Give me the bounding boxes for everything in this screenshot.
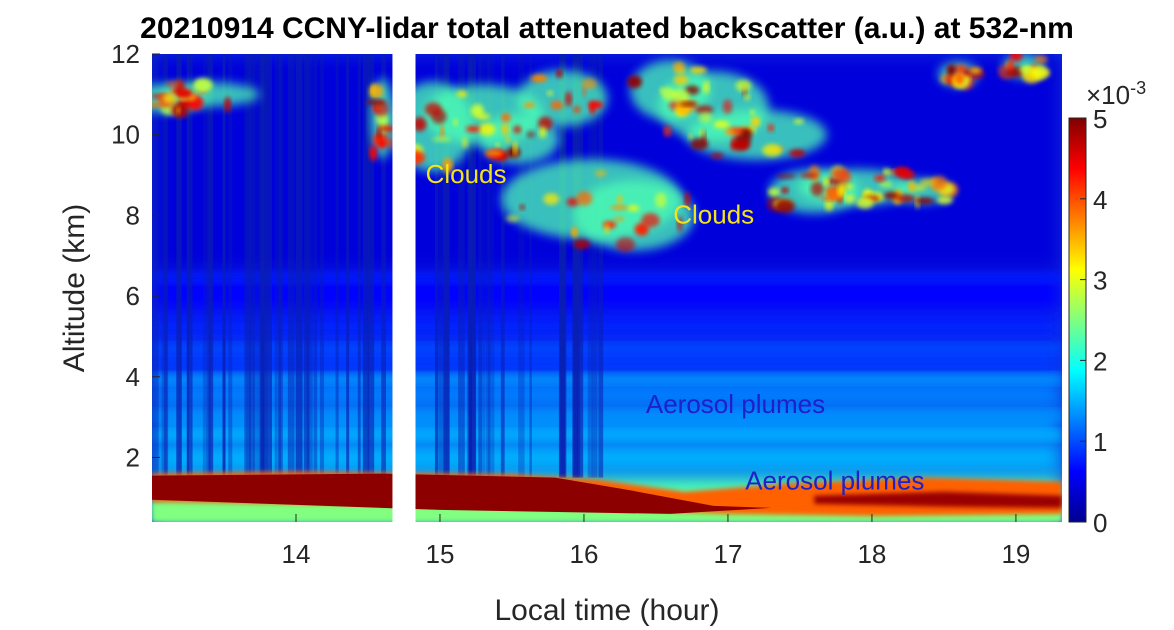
- colorbar-gradient: [1068, 117, 1087, 523]
- y-tick-label: 6: [126, 281, 140, 311]
- x-tick-label: 18: [857, 539, 886, 569]
- annotation-label: Aerosol plumes: [646, 389, 825, 419]
- y-axis-label: Altitude (km): [58, 204, 91, 372]
- annotation-label: Clouds: [426, 159, 507, 189]
- x-axis: 14 15 16 17 18 19: [282, 514, 1030, 569]
- colorbar: 0 1 2 3 4 5 ×10-3: [1068, 78, 1146, 538]
- y-axis: 2 4 6 8 10 12: [111, 39, 160, 472]
- annotations: Clouds Clouds Aerosol plumes Aerosol plumes: [426, 159, 925, 496]
- x-tick-label: 15: [426, 539, 455, 569]
- x-tick-label: 14: [282, 539, 311, 569]
- colorbar-exponent: ×10-3: [1086, 78, 1146, 110]
- colorbar-tick-label: 1: [1093, 427, 1107, 457]
- x-tick-label: 19: [1001, 539, 1030, 569]
- colorbar-tick-label: 0: [1093, 508, 1107, 538]
- x-axis-label: Local time (hour): [494, 594, 719, 627]
- heatmap-image: [152, 54, 1062, 522]
- y-tick-label: 10: [111, 120, 140, 150]
- data-gap: [392, 54, 416, 522]
- y-tick-label: 12: [111, 39, 140, 69]
- x-tick-label: 17: [713, 539, 742, 569]
- y-tick-label: 2: [126, 442, 140, 472]
- y-tick-label: 8: [126, 200, 140, 230]
- y-tick-label: 4: [126, 362, 140, 392]
- chart-title: 20210914 CCNY-lidar total attenuated bac…: [140, 12, 1074, 45]
- colorbar-tick-label: 3: [1093, 266, 1107, 296]
- annotation-label: Clouds: [673, 199, 754, 229]
- annotation-label: Aerosol plumes: [745, 466, 924, 496]
- x-tick-label: 16: [570, 539, 599, 569]
- colorbar-tick-label: 4: [1093, 185, 1107, 215]
- colorbar-tick-label: 2: [1093, 346, 1107, 376]
- colorbar-tick-label: 5: [1093, 104, 1107, 134]
